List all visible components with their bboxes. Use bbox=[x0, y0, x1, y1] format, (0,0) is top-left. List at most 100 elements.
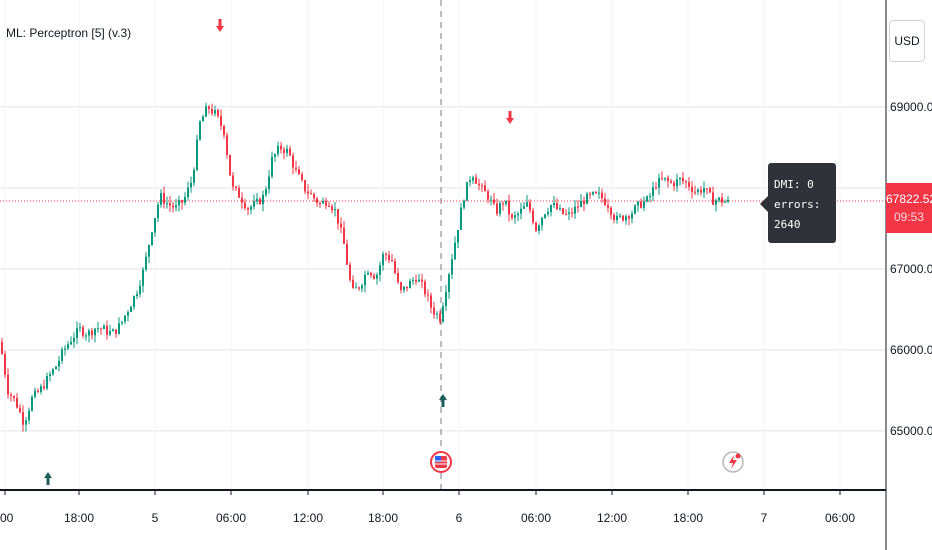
candle bbox=[64, 345, 66, 356]
us-flag-event-icon[interactable] bbox=[430, 451, 452, 473]
candles bbox=[1, 102, 729, 432]
candle bbox=[637, 200, 639, 212]
candle bbox=[406, 286, 408, 292]
candle bbox=[355, 282, 357, 289]
candle bbox=[607, 199, 609, 213]
candle bbox=[88, 328, 90, 343]
candle bbox=[496, 198, 498, 216]
candle bbox=[106, 320, 108, 340]
candle bbox=[10, 392, 12, 402]
candle bbox=[70, 336, 72, 346]
time-tick-label: 12:00 bbox=[597, 511, 627, 525]
candle bbox=[310, 189, 312, 195]
candle bbox=[592, 191, 594, 196]
time-tick-label: 18:00 bbox=[368, 511, 398, 525]
candle bbox=[4, 350, 6, 379]
candle bbox=[595, 190, 597, 194]
last-price-tag: 67822.52 09:53 bbox=[886, 183, 932, 233]
time-tick-label: 7 bbox=[761, 511, 768, 525]
candle bbox=[616, 211, 618, 224]
candle bbox=[265, 186, 267, 198]
time-tick-label: 12:00 bbox=[293, 511, 323, 525]
candle bbox=[583, 196, 585, 212]
candle bbox=[715, 198, 717, 212]
candle bbox=[667, 175, 669, 188]
candle bbox=[373, 272, 375, 280]
lightning-event-icon[interactable] bbox=[722, 451, 744, 473]
candle bbox=[553, 195, 555, 208]
candle bbox=[379, 261, 381, 282]
candle bbox=[589, 191, 591, 200]
candle bbox=[124, 315, 126, 325]
candle bbox=[154, 217, 156, 237]
candle bbox=[397, 267, 399, 284]
candle bbox=[16, 393, 18, 409]
candle bbox=[163, 186, 165, 209]
candle bbox=[628, 214, 630, 226]
candle bbox=[190, 176, 192, 193]
candle bbox=[562, 207, 564, 215]
candle bbox=[1, 337, 3, 355]
candle bbox=[49, 371, 51, 382]
candle bbox=[538, 223, 540, 235]
candle bbox=[388, 250, 390, 264]
candle bbox=[301, 171, 303, 182]
candle bbox=[91, 327, 93, 340]
time-axis[interactable]: :00 18:00 5 06:00 12:00 18:00 6 06:00 12:00 18:00… bbox=[0, 490, 855, 525]
candle bbox=[532, 207, 534, 225]
candle bbox=[328, 201, 330, 208]
candle bbox=[367, 270, 369, 276]
arrow-up-icon bbox=[439, 394, 447, 407]
candle bbox=[646, 195, 648, 203]
candle bbox=[214, 105, 216, 117]
candle bbox=[160, 189, 162, 208]
candle bbox=[487, 188, 489, 204]
candle bbox=[571, 207, 573, 218]
candle bbox=[382, 251, 384, 271]
price-axis[interactable]: 69000.0068000.0067000.0066000.0065000.00 bbox=[890, 100, 932, 438]
candle bbox=[364, 270, 366, 293]
candle bbox=[283, 146, 285, 160]
candle bbox=[115, 329, 117, 338]
candle bbox=[157, 201, 159, 223]
candle bbox=[691, 181, 693, 199]
candle bbox=[556, 198, 558, 211]
candle bbox=[472, 175, 474, 184]
candle bbox=[565, 209, 567, 216]
candle bbox=[709, 186, 711, 194]
candle bbox=[376, 272, 378, 285]
candle bbox=[361, 283, 363, 293]
time-tick-label: 6 bbox=[456, 511, 463, 525]
candle bbox=[289, 145, 291, 157]
candle bbox=[343, 220, 345, 245]
candle bbox=[508, 194, 510, 222]
candle bbox=[634, 203, 636, 215]
candle bbox=[490, 195, 492, 206]
candle bbox=[184, 192, 186, 206]
candle bbox=[103, 323, 105, 330]
candle bbox=[151, 231, 153, 247]
candle bbox=[175, 198, 177, 212]
candle bbox=[148, 244, 150, 264]
currency-button[interactable]: USD bbox=[889, 20, 925, 62]
candle bbox=[58, 355, 60, 372]
candle bbox=[274, 153, 276, 162]
candle bbox=[136, 290, 138, 300]
candle bbox=[400, 281, 402, 294]
candle bbox=[79, 322, 81, 333]
indicator-title[interactable]: ML: Perceptron [5] (v.3) bbox=[6, 26, 132, 40]
candle bbox=[619, 213, 621, 219]
candle bbox=[658, 173, 660, 195]
candle bbox=[220, 109, 222, 131]
candle bbox=[586, 191, 588, 205]
candle bbox=[286, 144, 288, 157]
candle bbox=[226, 132, 228, 159]
candle bbox=[442, 302, 444, 324]
candle bbox=[436, 311, 438, 320]
candle bbox=[121, 321, 123, 326]
candle bbox=[544, 213, 546, 219]
candle bbox=[28, 407, 30, 425]
candle bbox=[652, 181, 654, 201]
candle bbox=[334, 202, 336, 217]
